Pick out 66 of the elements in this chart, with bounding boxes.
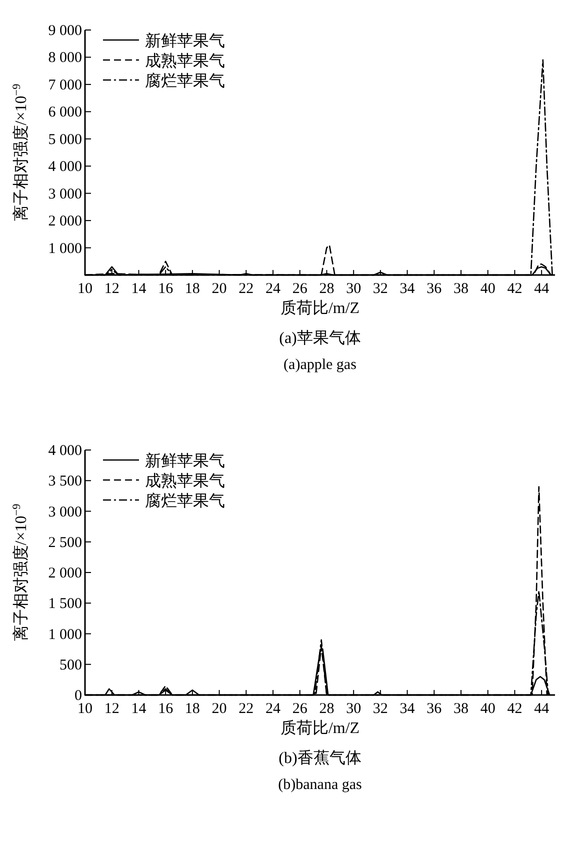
x-tick-label: 42 [507,281,522,297]
x-tick-label: 24 [266,281,281,297]
x-tick-label: 18 [184,281,200,297]
text: (b)香蕉气体 [278,749,362,767]
legend-label: 腐烂苹果气 [145,492,225,510]
x-tick-label: 18 [184,701,200,717]
x-tick-label: 32 [372,701,388,717]
y-tick-label: 2 500 [48,534,82,551]
y-tick-label: 2 000 [48,566,82,582]
y-tick-label: 500 [60,657,82,674]
x-tick-label: 14 [131,281,147,297]
x-tick-label: 34 [400,281,416,297]
y-tick-label: 6 000 [48,104,82,121]
x-tick-label: 12 [104,701,120,717]
x-tick-label: 40 [480,701,496,717]
x-tick-label: 20 [212,281,227,297]
legend-label: 新鲜苹果气 [145,452,225,470]
x-tick-label: 16 [158,701,174,717]
x-tick-label: 12 [104,281,120,297]
x-tick-label: 22 [238,281,254,297]
x-tick-label: 26 [292,281,308,297]
x-tick-label: 28 [319,281,334,297]
x-tick-label: 42 [507,701,522,717]
x-tick-label: 28 [319,701,334,717]
y-tick-label: 8 000 [48,50,82,66]
x-tick-label: 26 [292,701,308,717]
x-tick-label: 30 [346,701,362,717]
x-tick-label: 22 [238,701,254,717]
y-tick-label: 4 000 [48,159,82,176]
legend-label: 腐烂苹果气 [145,72,225,90]
x-tick-label: 20 [212,701,227,717]
x-tick-label: 24 [266,701,281,717]
text: (a)苹果气体 [279,329,361,347]
x-tick-label: 32 [372,281,388,297]
x-tick-label: 14 [131,701,147,717]
y-tick-label: 1 500 [48,596,82,612]
legend-label: 新鲜苹果气 [145,32,225,50]
x-tick-label: 38 [454,701,468,717]
x-tick-label: 34 [400,701,416,717]
legend-label: 成熟苹果气 [145,472,225,490]
x-axis-title: 质荷比/m/Z [280,299,360,317]
x-axis-title: 质荷比/m/Z [280,719,360,737]
y-tick-label: 4 000 [48,443,82,459]
x-tick-label: 10 [78,701,92,717]
x-tick-label: 16 [158,281,174,297]
text: (b)banana gas [278,777,362,793]
y-tick-label: 0 [74,688,82,704]
x-tick-label: 30 [346,281,362,297]
y-tick-label: 5 000 [48,132,82,148]
text: (a)apple gas [284,357,357,373]
x-tick-label: 10 [78,281,92,297]
x-tick-label: 44 [534,701,550,717]
y-tick-label: 3 500 [48,474,82,490]
y-tick-label: 3 000 [48,504,82,520]
x-tick-label: 38 [454,281,468,297]
x-tick-label: 40 [480,281,496,297]
x-tick-label: 44 [534,281,550,297]
y-tick-label: 1 000 [48,240,82,257]
y-tick-label: 1 000 [48,626,82,643]
legend-label: 成熟苹果气 [145,52,225,70]
y-tick-label: 7 000 [48,77,82,94]
y-tick-label: 9 000 [48,23,82,39]
x-tick-label: 36 [426,701,442,717]
y-tick-label: 2 000 [48,214,82,230]
y-tick-label: 3 000 [48,186,82,202]
x-tick-label: 36 [426,281,442,297]
